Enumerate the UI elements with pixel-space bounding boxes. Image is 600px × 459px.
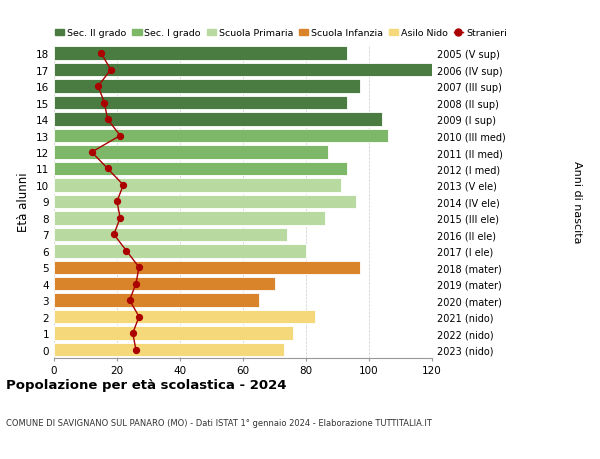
Bar	[54, 80, 359, 94]
Point	[109, 231, 119, 239]
Bar	[54, 327, 293, 340]
Bar	[54, 47, 347, 61]
Bar	[54, 343, 284, 357]
Text: COMUNE DI SAVIGNANO SUL PANARO (MO) - Dati ISTAT 1° gennaio 2024 - Elaborazione : COMUNE DI SAVIGNANO SUL PANARO (MO) - Da…	[6, 418, 432, 427]
Legend: Sec. II grado, Sec. I grado, Scuola Primaria, Scuola Infanzia, Asilo Nido, Stran: Sec. II grado, Sec. I grado, Scuola Prim…	[55, 29, 506, 38]
Bar	[54, 195, 356, 209]
Bar	[54, 113, 382, 127]
Bar	[54, 129, 388, 143]
Point	[87, 149, 97, 157]
Y-axis label: Età alunni: Età alunni	[17, 172, 31, 232]
Point	[134, 313, 144, 321]
Point	[106, 67, 116, 74]
Bar	[54, 212, 325, 225]
Text: Popolazione per età scolastica - 2024: Popolazione per età scolastica - 2024	[6, 379, 287, 392]
Y-axis label: Anni di nascita: Anni di nascita	[572, 161, 582, 243]
Bar	[54, 64, 432, 77]
Point	[115, 215, 125, 222]
Bar	[54, 310, 316, 324]
Point	[128, 330, 137, 337]
Point	[103, 116, 112, 123]
Point	[125, 297, 134, 304]
Point	[94, 83, 103, 90]
Point	[97, 50, 106, 58]
Bar	[54, 277, 275, 291]
Point	[103, 165, 112, 173]
Bar	[54, 97, 347, 110]
Bar	[54, 294, 259, 307]
Point	[112, 198, 122, 206]
Bar	[54, 146, 328, 159]
Bar	[54, 245, 306, 258]
Point	[131, 346, 141, 353]
Point	[115, 133, 125, 140]
Bar	[54, 261, 359, 274]
Bar	[54, 228, 287, 241]
Point	[134, 264, 144, 271]
Point	[131, 280, 141, 288]
Bar	[54, 162, 347, 176]
Point	[100, 100, 109, 107]
Point	[122, 247, 131, 255]
Point	[119, 182, 128, 189]
Bar	[54, 179, 341, 192]
